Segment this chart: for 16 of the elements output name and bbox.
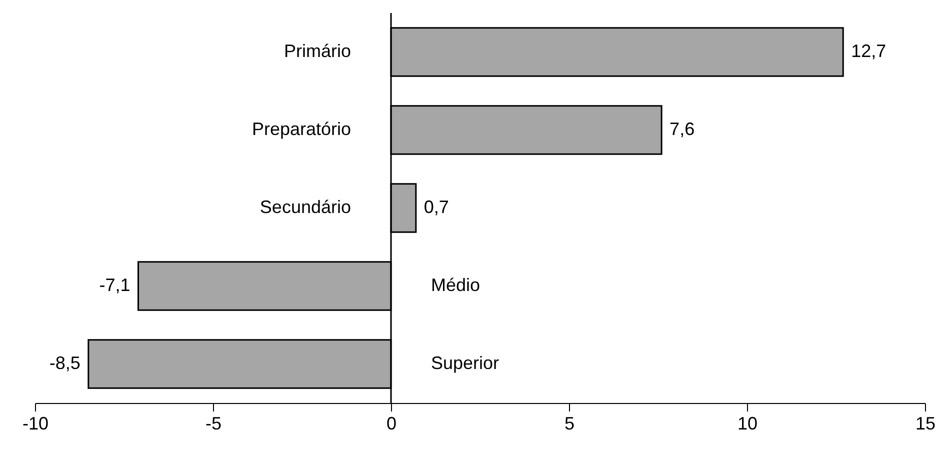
y-tick-label: Médio bbox=[431, 275, 480, 295]
data-label: -8,5 bbox=[49, 353, 80, 373]
y-tick-label: Primário bbox=[284, 41, 351, 61]
x-tick-label: -5 bbox=[205, 414, 222, 434]
data-label: 7,6 bbox=[670, 119, 695, 139]
data-label: -7,1 bbox=[99, 275, 130, 295]
y-tick-label: Secundário bbox=[260, 197, 351, 217]
data-label: 12,7 bbox=[851, 41, 886, 61]
data-label: 0,7 bbox=[424, 197, 449, 217]
x-tick-label: 5 bbox=[564, 414, 575, 434]
x-tick-label: -10 bbox=[22, 414, 49, 434]
y-tick-label: Preparatório bbox=[252, 119, 351, 139]
x-tick-label: 10 bbox=[737, 414, 758, 434]
x-tick-label: 0 bbox=[386, 414, 397, 434]
y-tick-label: Superior bbox=[431, 353, 500, 373]
x-tick-label: 15 bbox=[915, 414, 936, 434]
